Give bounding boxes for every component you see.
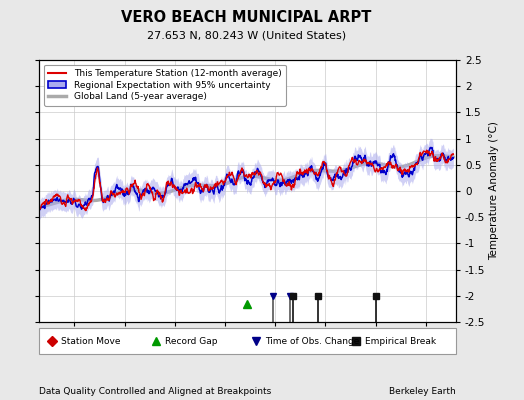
- Text: Berkeley Earth: Berkeley Earth: [389, 387, 456, 396]
- Text: Data Quality Controlled and Aligned at Breakpoints: Data Quality Controlled and Aligned at B…: [39, 387, 271, 396]
- Text: Empirical Break: Empirical Break: [365, 336, 436, 346]
- FancyBboxPatch shape: [39, 328, 456, 354]
- Text: Time of Obs. Change: Time of Obs. Change: [265, 336, 359, 346]
- Legend: This Temperature Station (12-month average), Regional Expectation with 95% uncer: This Temperature Station (12-month avera…: [44, 64, 286, 106]
- Y-axis label: Temperature Anomaly (°C): Temperature Anomaly (°C): [489, 122, 499, 260]
- Text: Record Gap: Record Gap: [165, 336, 217, 346]
- Text: Station Move: Station Move: [61, 336, 121, 346]
- Text: VERO BEACH MUNICIPAL ARPT: VERO BEACH MUNICIPAL ARPT: [121, 10, 372, 25]
- Text: 27.653 N, 80.243 W (United States): 27.653 N, 80.243 W (United States): [147, 30, 346, 40]
